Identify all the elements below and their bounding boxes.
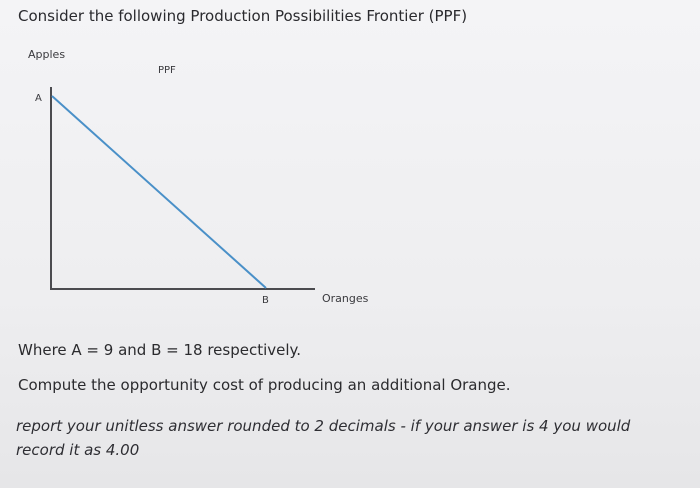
series-label-ppf: PPF [158, 65, 176, 76]
question-prompt: Compute the opportunity cost of producin… [18, 376, 511, 394]
given-values-text: Where A = 9 and B = 18 respectively. [18, 341, 302, 359]
question-title: Consider the following Production Possib… [18, 7, 468, 25]
x-axis-label: Oranges [322, 292, 369, 305]
x-intercept-label: B [262, 295, 269, 306]
answer-instruction: report your unitless answer rounded to 2… [16, 417, 631, 459]
y-intercept-label: A [35, 93, 42, 104]
y-axis-label: Apples [28, 48, 65, 61]
ppf-line [51, 95, 267, 289]
ppf-chart: Apples PPF A B Oranges [28, 48, 369, 306]
